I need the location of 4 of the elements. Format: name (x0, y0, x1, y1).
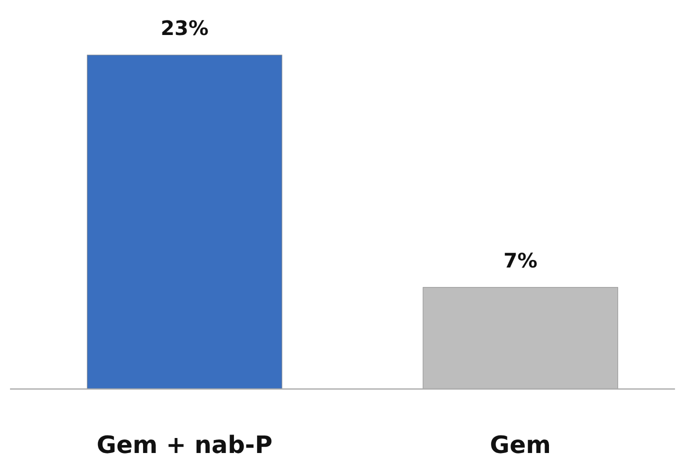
data-label: 23% (160, 16, 209, 40)
x-tick-label: Gem (490, 431, 551, 459)
data-label: 7% (503, 248, 538, 272)
x-tick-label: Gem + nab-P (96, 431, 272, 459)
